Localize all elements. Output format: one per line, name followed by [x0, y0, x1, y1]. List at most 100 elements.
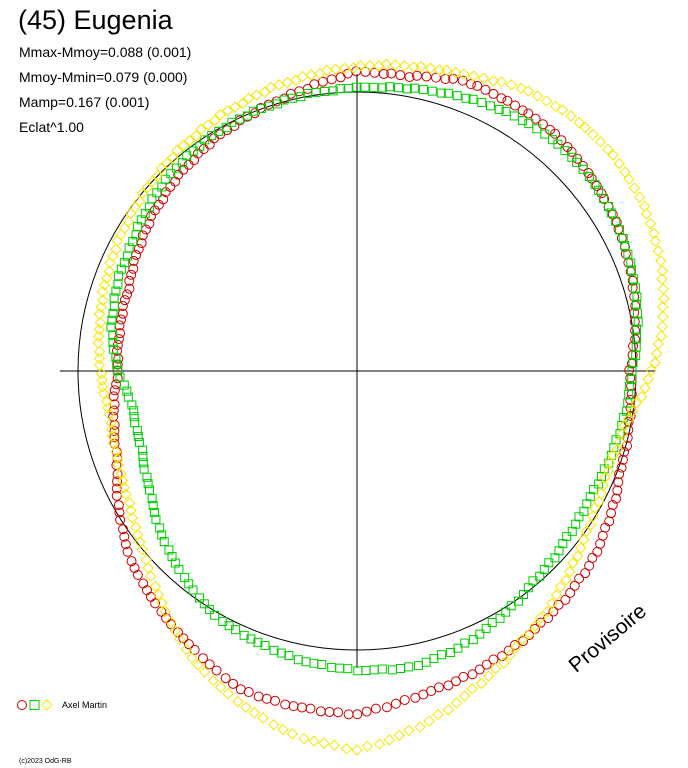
data-point-diamond	[340, 743, 353, 755]
data-point-diamond	[458, 690, 471, 702]
data-point-diamond	[103, 408, 115, 420]
data-point-diamond	[534, 612, 547, 624]
data-point-square	[501, 607, 511, 617]
data-point-square	[460, 638, 470, 648]
data-point-circle	[378, 68, 389, 79]
data-point-square	[351, 82, 361, 92]
data-point-circle	[126, 269, 137, 280]
data-point-square	[615, 225, 625, 235]
data-point-square	[113, 279, 123, 289]
data-point-diamond	[529, 620, 542, 632]
data-point-diamond	[584, 519, 597, 531]
data-point-diamond	[124, 497, 136, 509]
data-point-circle	[465, 79, 476, 90]
data-point-circle	[450, 676, 461, 687]
data-point-circle	[496, 93, 507, 104]
data-point-diamond	[640, 208, 653, 220]
data-point-square	[590, 179, 600, 189]
data-point-diamond	[248, 707, 261, 719]
data-point-square	[109, 293, 119, 303]
data-point-circle	[204, 139, 215, 150]
data-point-square	[477, 97, 487, 107]
data-point-diamond	[298, 732, 310, 745]
data-point-diamond	[258, 86, 271, 98]
data-point-diamond	[423, 715, 435, 727]
data-point-diamond	[232, 695, 244, 708]
data-point-square	[427, 86, 437, 96]
data-point-diamond	[107, 250, 119, 262]
data-point-diamond	[198, 666, 211, 678]
data-point-diamond	[173, 633, 186, 645]
data-point-diamond	[305, 69, 317, 81]
data-point-square	[550, 553, 560, 563]
data-point-square	[311, 87, 321, 97]
data-point-diamond	[656, 265, 669, 277]
data-point-diamond	[477, 72, 490, 85]
data-point-diamond	[393, 729, 406, 741]
data-point-diamond	[105, 416, 118, 429]
data-point-circle	[351, 66, 362, 77]
data-point-diamond	[93, 308, 106, 320]
data-point-square	[148, 501, 158, 511]
legend-markers	[17, 699, 53, 711]
data-point-square	[180, 573, 190, 583]
data-point-square	[129, 412, 139, 422]
data-point-diamond	[250, 89, 263, 101]
data-point-diamond	[93, 323, 106, 336]
data-point-diamond	[403, 724, 415, 737]
data-point-circle	[399, 694, 410, 705]
data-point-square	[119, 380, 129, 390]
data-point-diamond	[524, 627, 536, 640]
data-point-diamond	[498, 657, 510, 669]
data-point-circle	[138, 578, 149, 589]
data-point-diamond	[214, 108, 227, 121]
data-point-diamond	[633, 191, 646, 203]
data-point-circle	[586, 173, 597, 184]
data-point-square	[149, 507, 159, 517]
data-point-diamond	[209, 114, 221, 127]
data-point-diamond	[373, 738, 386, 750]
data-point-square	[418, 85, 428, 95]
data-point-diamond	[112, 459, 124, 471]
data-point-diamond	[152, 170, 164, 182]
data-point-square	[628, 357, 638, 367]
data-point-circle	[458, 671, 469, 682]
data-point-square	[144, 485, 154, 495]
data-point-square	[579, 506, 589, 516]
data-point-square	[475, 629, 485, 639]
data-point-square	[108, 344, 118, 354]
data-point-circle	[108, 391, 119, 402]
data-point-diamond	[652, 245, 664, 257]
data-point-square	[539, 565, 549, 575]
data-point-square	[171, 163, 181, 173]
data-point-circle	[119, 295, 130, 306]
data-point-diamond	[628, 182, 641, 194]
data-point-square	[623, 249, 633, 259]
data-point-circle	[108, 411, 119, 422]
data-point-diamond	[328, 739, 341, 751]
data-point-square	[409, 83, 419, 93]
data-point-square	[309, 658, 319, 668]
data-point-square	[571, 519, 581, 529]
data-point-diamond	[111, 452, 124, 464]
data-point-circle	[197, 653, 208, 664]
data-point-square	[622, 406, 632, 416]
data-point-diamond	[648, 227, 660, 240]
data-point-square	[627, 265, 637, 275]
data-point-diamond	[237, 97, 249, 110]
data-point-circle	[235, 684, 246, 695]
data-point-diamond	[104, 257, 116, 269]
data-point-diamond	[115, 468, 127, 480]
legend: Axel Martin	[16, 698, 107, 712]
data-point-square	[138, 458, 148, 468]
data-point-diamond	[134, 536, 146, 548]
data-point-square	[113, 366, 123, 376]
data-point-square	[138, 451, 148, 461]
data-point-square	[523, 583, 533, 593]
data-point-circle	[253, 691, 264, 702]
data-point-diamond	[96, 294, 109, 307]
data-point-circle	[560, 594, 571, 605]
data-point-diamond	[240, 701, 252, 714]
data-point-diamond	[195, 123, 207, 136]
data-point-diamond	[475, 677, 488, 690]
